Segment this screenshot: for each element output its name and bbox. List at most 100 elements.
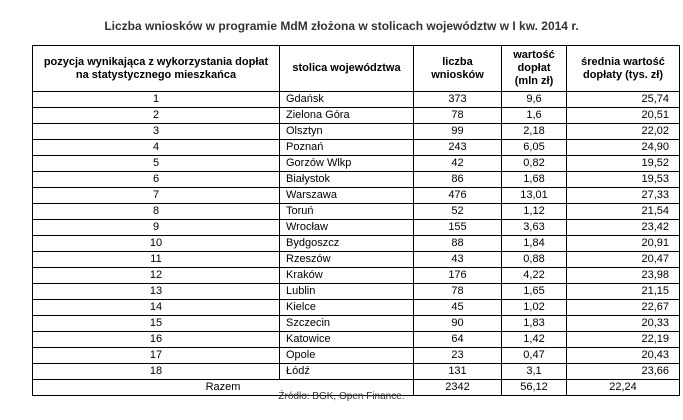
cell-average-subsidy: 23,98 [566,267,680,284]
header-position: pozycja wynikająca z wykorzystania dopła… [32,45,280,92]
cell-position: 3 [32,123,280,140]
cell-subsidy-value: 2,18 [501,123,567,140]
cell-average-subsidy: 22,19 [566,331,680,348]
table-row: 2 Zielona Góra 78 1,6 20,51 [32,107,680,124]
cell-capital: Poznań [279,139,414,156]
cell-position: 1 [32,91,280,108]
cell-position: 18 [32,363,280,380]
cell-position: 5 [32,155,280,172]
cell-average-subsidy: 27,33 [566,187,680,204]
table-row: 17 Opole 23 0,47 20,43 [32,347,680,364]
cell-average-subsidy: 20,43 [566,347,680,364]
table-row: 13 Lublin 78 1,65 21,15 [32,283,680,300]
cell-subsidy-value: 1,84 [501,235,567,252]
cell-capital: Zielona Góra [279,107,414,124]
cell-applications: 243 [413,139,502,156]
cell-applications: 131 [413,363,502,380]
cell-average-subsidy: 20,51 [566,107,680,124]
cell-applications: 23 [413,347,502,364]
cell-applications: 42 [413,155,502,172]
header-applications: liczba wniosków [413,45,502,92]
cell-capital: Kielce [279,299,414,316]
cell-applications: 99 [413,123,502,140]
cell-position: 7 [32,187,280,204]
cell-subsidy-value: 0,82 [501,155,567,172]
total-row: Razem 2342 56,12 22,24 [32,379,680,396]
cell-average-subsidy: 21,54 [566,203,680,220]
cell-applications: 78 [413,107,502,124]
cell-average-subsidy: 25,74 [566,91,680,108]
cell-capital: Wrocław [279,219,414,236]
table-row: 8 Toruń 52 1,12 21,54 [32,203,680,220]
table-row: 16 Katowice 64 1,42 22,19 [32,331,680,348]
cell-applications: 476 [413,187,502,204]
total-label: Razem [32,379,414,396]
cell-capital: Warszawa [279,187,414,204]
cell-position: 9 [32,219,280,236]
table-row: 18 Łódź 131 3,1 23,66 [32,363,680,380]
page-title: Liczba wniosków w programie MdM złożona … [104,19,579,33]
cell-capital: Olsztyn [279,123,414,140]
header-capital: stolica województwa [279,45,414,92]
cell-average-subsidy: 24,90 [566,139,680,156]
cell-capital: Gdańsk [279,91,414,108]
cell-average-subsidy: 21,15 [566,283,680,300]
cell-applications: 176 [413,267,502,284]
cell-subsidy-value: 1,6 [501,107,567,124]
table-row: 7 Warszawa 476 13,01 27,33 [32,187,680,204]
header-subsidy-value: wartość dopłat (mln zł) [501,45,567,92]
cell-average-subsidy: 20,47 [566,251,680,268]
cell-position: 16 [32,331,280,348]
source-note: Źródło: BGK, Open Finance. [278,391,405,402]
cell-subsidy-value: 1,02 [501,299,567,316]
cell-applications: 373 [413,91,502,108]
table-row: 4 Poznań 243 6,05 24,90 [32,139,680,156]
cell-applications: 86 [413,171,502,188]
cell-position: 4 [32,139,280,156]
cell-capital: Kraków [279,267,414,284]
table-row: 12 Kraków 176 4,22 23,98 [32,267,680,284]
cell-subsidy-value: 1,12 [501,203,567,220]
cell-applications: 64 [413,331,502,348]
table-row: 11 Rzeszów 43 0,88 20,47 [32,251,680,268]
cell-capital: Lublin [279,283,414,300]
cell-position: 2 [32,107,280,124]
header-average-subsidy: średnia wartość dopłaty (tys. zł) [566,45,680,92]
cell-capital: Katowice [279,331,414,348]
table-row: 6 Białystok 86 1,68 19,53 [32,171,680,188]
cell-capital: Gorzów Wlkp [279,155,414,172]
cell-subsidy-value: 13,01 [501,187,567,204]
cell-subsidy-value: 0,47 [501,347,567,364]
cell-average-subsidy: 19,53 [566,171,680,188]
cell-capital: Łódź [279,363,414,380]
cell-capital: Bydgoszcz [279,235,414,252]
table-row: 15 Szczecin 90 1,83 20,33 [32,315,680,332]
cell-capital: Szczecin [279,315,414,332]
cell-position: 14 [32,299,280,316]
cell-position: 12 [32,267,280,284]
cell-position: 11 [32,251,280,268]
cell-capital: Białystok [279,171,414,188]
total-subsidy-value: 56,12 [501,379,567,396]
cell-applications: 43 [413,251,502,268]
cell-position: 6 [32,171,280,188]
cell-subsidy-value: 1,83 [501,315,567,332]
table-header-row: pozycja wynikająca z wykorzystania dopła… [32,45,680,92]
cell-position: 17 [32,347,280,364]
cell-position: 13 [32,283,280,300]
cell-subsidy-value: 3,1 [501,363,567,380]
cell-position: 10 [32,235,280,252]
cell-average-subsidy: 20,33 [566,315,680,332]
cell-position: 15 [32,315,280,332]
cell-applications: 88 [413,235,502,252]
cell-subsidy-value: 3,63 [501,219,567,236]
cell-subsidy-value: 1,68 [501,171,567,188]
cell-subsidy-value: 1,42 [501,331,567,348]
cell-average-subsidy: 20,91 [566,235,680,252]
cell-subsidy-value: 9,6 [501,91,567,108]
cell-applications: 52 [413,203,502,220]
cell-capital: Rzeszów [279,251,414,268]
cell-subsidy-value: 1,65 [501,283,567,300]
table-row: 5 Gorzów Wlkp 42 0,82 19,52 [32,155,680,172]
cell-subsidy-value: 6,05 [501,139,567,156]
